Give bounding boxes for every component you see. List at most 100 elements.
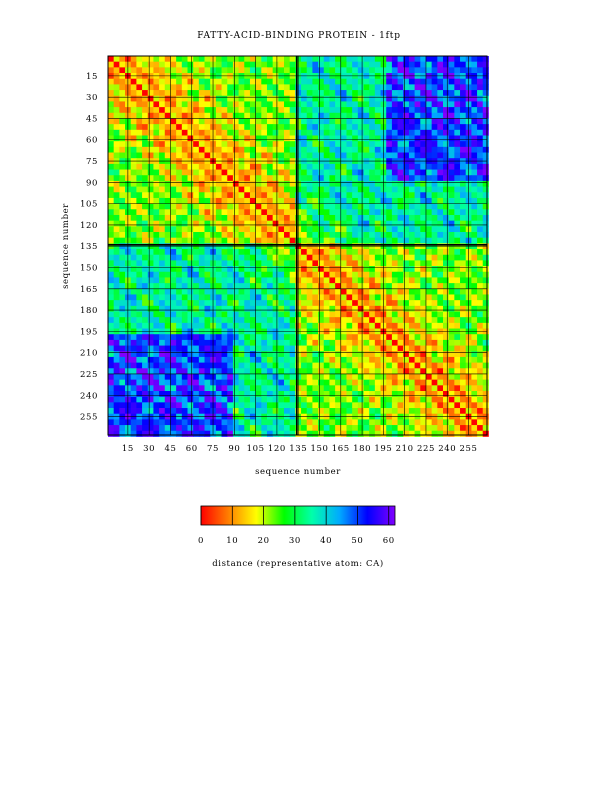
heatmap-cell — [176, 175, 183, 182]
heatmap-cell — [278, 226, 285, 233]
heatmap-cell — [301, 396, 308, 403]
heatmap-cell — [113, 192, 120, 199]
heatmap-cell — [147, 271, 154, 278]
heatmap-cell — [414, 84, 421, 91]
heatmap-cell — [147, 317, 154, 324]
heatmap-cell — [477, 339, 484, 346]
heatmap-cell — [443, 430, 450, 437]
heatmap-cell — [448, 84, 455, 91]
heatmap-cell — [482, 419, 489, 426]
heatmap-cell — [414, 379, 421, 386]
heatmap-cell — [181, 197, 188, 205]
heatmap-cell — [130, 379, 137, 386]
heatmap-cell — [346, 322, 353, 329]
heatmap-cell — [249, 152, 257, 159]
heatmap-cell — [482, 107, 489, 114]
heatmap-cell — [323, 362, 330, 369]
heatmap-cell — [482, 271, 489, 278]
heatmap-cell — [261, 146, 268, 153]
heatmap-cell — [119, 277, 126, 284]
heatmap-cell — [363, 84, 370, 91]
heatmap-cell — [176, 317, 183, 324]
heatmap-cell — [397, 362, 404, 369]
heatmap-cell — [454, 373, 461, 381]
heatmap-cell — [238, 271, 245, 278]
heatmap-cell — [374, 249, 381, 256]
heatmap-cell — [136, 180, 143, 187]
heatmap-cell — [323, 90, 330, 97]
heatmap-cell — [164, 368, 171, 375]
heatmap-cell — [142, 266, 149, 273]
heatmap-cell — [255, 317, 262, 324]
heatmap-cell — [204, 356, 211, 364]
heatmap-cell — [448, 78, 455, 85]
heatmap-cell — [255, 430, 262, 437]
heatmap-cell — [340, 169, 347, 176]
heatmap-cell — [266, 300, 274, 307]
heatmap-cell — [232, 209, 239, 216]
heatmap-cell — [266, 260, 274, 267]
heatmap-cell — [221, 232, 228, 239]
heatmap-cell — [272, 118, 279, 125]
heatmap-cell — [170, 351, 177, 358]
heatmap-cell — [227, 317, 234, 324]
heatmap-cell — [176, 186, 183, 193]
heatmap-cell — [164, 288, 171, 295]
heatmap-cell — [136, 334, 143, 341]
heatmap-cell — [130, 169, 137, 176]
heatmap-cell — [204, 169, 211, 176]
heatmap-cell — [147, 124, 154, 131]
heatmap-cell — [318, 277, 325, 284]
heatmap-cell — [164, 254, 171, 261]
heatmap-cell — [176, 124, 183, 131]
heatmap-cell — [244, 260, 251, 267]
heatmap-cell — [147, 95, 154, 102]
heatmap-cell — [329, 214, 336, 222]
heatmap-cell — [431, 163, 438, 170]
heatmap-cell — [374, 430, 381, 437]
heatmap-cell — [301, 288, 308, 295]
heatmap-cell — [272, 192, 279, 199]
heatmap-cell — [391, 186, 398, 193]
heatmap-cell — [181, 118, 188, 125]
colorbar-tick-label: 10 — [226, 536, 238, 546]
heatmap-cell — [198, 356, 205, 364]
heatmap-cell — [142, 101, 149, 108]
heatmap-cell — [408, 311, 416, 318]
heatmap-cell — [221, 56, 228, 63]
heatmap-cell — [278, 249, 285, 256]
heatmap-cell — [136, 146, 143, 153]
heatmap-cell — [164, 197, 171, 205]
heatmap-cell — [482, 129, 489, 136]
heatmap-cell — [232, 339, 239, 346]
heatmap-cell — [142, 124, 149, 131]
heatmap-cell — [477, 408, 484, 415]
heatmap-cell — [176, 112, 183, 119]
heatmap-cell — [113, 430, 120, 437]
heatmap-cell — [261, 379, 268, 386]
heatmap-cell — [397, 237, 404, 244]
heatmap-cell — [187, 203, 194, 210]
heatmap-cell — [272, 339, 279, 346]
heatmap-cell — [408, 271, 416, 278]
heatmap-cell — [329, 192, 336, 199]
heatmap-cell — [312, 356, 319, 364]
heatmap-cell — [306, 226, 313, 233]
heatmap-cell — [357, 203, 364, 210]
heatmap-cell — [312, 220, 319, 227]
heatmap-cell — [193, 84, 200, 91]
heatmap-cell — [108, 237, 115, 244]
heatmap-cell — [425, 362, 433, 369]
heatmap-cell — [460, 101, 467, 108]
heatmap-cell — [187, 186, 194, 193]
heatmap-cell — [187, 192, 194, 199]
heatmap-cell — [312, 294, 319, 301]
heatmap-cell — [187, 118, 194, 125]
heatmap-cell — [352, 419, 359, 426]
x-tick-labels: 15 30 45 60 75 90 105 120 135 150 165 180 195 210 225 2… — [122, 444, 477, 454]
heatmap-cell — [232, 271, 239, 278]
heatmap-cell — [159, 146, 166, 153]
heatmap-cell — [329, 305, 336, 312]
heatmap-cell — [352, 288, 359, 295]
heatmap-cell — [159, 430, 166, 437]
